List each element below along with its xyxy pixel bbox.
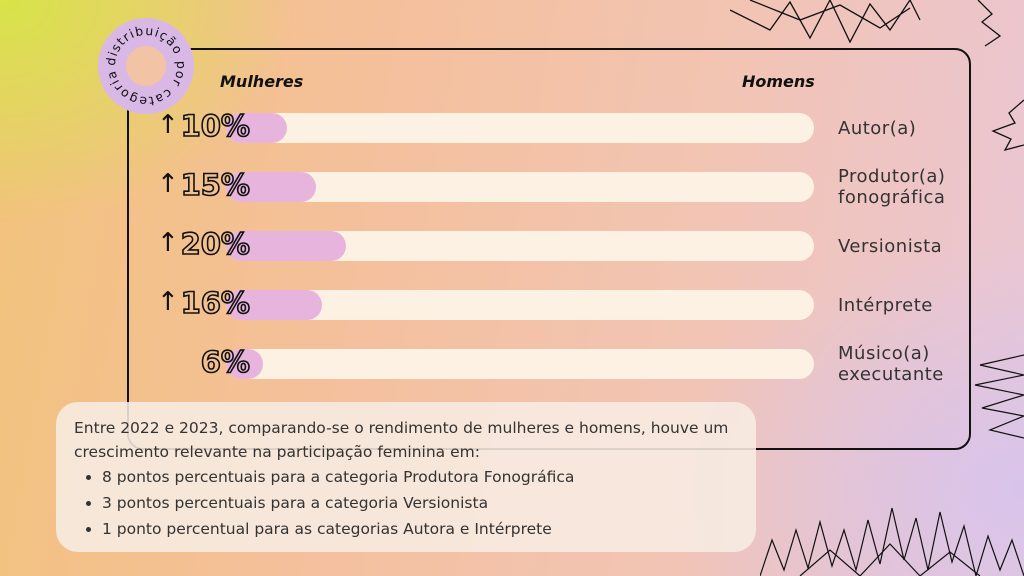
- summary-note: Entre 2022 e 2023, comparando-se o rendi…: [56, 402, 756, 552]
- category-label: Versionista: [838, 235, 943, 257]
- value-label: 20%: [180, 226, 251, 262]
- category-label: Autor(a): [838, 117, 917, 139]
- summary-item: 8 pontos percentuais para a categoria Pr…: [102, 464, 738, 490]
- women-bar: [226, 231, 346, 261]
- women-bar: [226, 113, 287, 143]
- category-label: Intérprete: [838, 294, 933, 316]
- women-bar: [226, 172, 317, 202]
- increase-arrow-icon: ↑: [157, 169, 179, 199]
- increase-arrow-icon: ↑: [157, 228, 179, 258]
- value-label: 6%: [200, 344, 251, 380]
- women-bar: [226, 290, 323, 320]
- category-label: Produtor(a) fonográfica: [838, 166, 946, 208]
- bar-track: [226, 172, 814, 202]
- bar-track: [226, 290, 814, 320]
- decorative-scribble-right-mid: [974, 354, 1024, 439]
- men-header: Homens: [742, 72, 815, 91]
- increase-arrow-icon: ↑: [157, 110, 179, 140]
- bar-track: [226, 113, 814, 143]
- value-label: 16%: [180, 285, 251, 321]
- women-bar: [226, 349, 264, 379]
- decorative-scribble-bottom: [760, 507, 1024, 576]
- summary-item: 1 ponto percentual para as categorias Au…: [102, 516, 738, 542]
- decorative-scribble-top: [730, 0, 1002, 47]
- value-label: 10%: [180, 108, 251, 144]
- women-header: Mulheres: [220, 72, 304, 91]
- bar-track: [226, 349, 814, 379]
- increase-arrow-icon: ↑: [157, 287, 179, 317]
- category-label: Músico(a) executante: [838, 343, 944, 385]
- value-label: 15%: [180, 167, 251, 203]
- category-badge: distribuição por categoria: [98, 18, 194, 114]
- summary-list: 8 pontos percentuais para a categoria Pr…: [74, 464, 738, 542]
- summary-item: 3 pontos percentuais para a categoria Ve…: [102, 490, 738, 516]
- decorative-scribble-right: [991, 99, 1024, 152]
- bar-track: [226, 231, 814, 261]
- summary-intro: Entre 2022 e 2023, comparando-se o rendi…: [74, 419, 729, 461]
